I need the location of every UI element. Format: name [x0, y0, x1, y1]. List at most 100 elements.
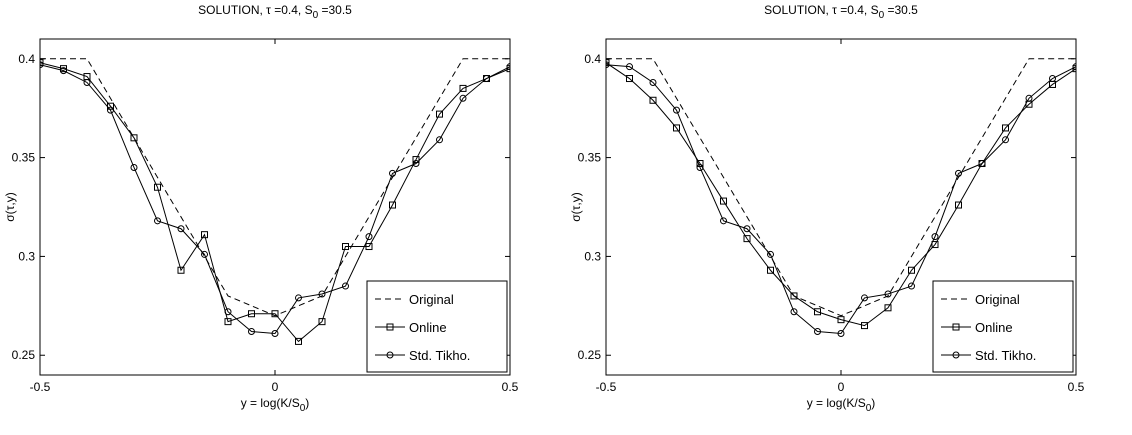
x-axis-label-subscript: 0: [300, 403, 306, 414]
legend-marker-circle: [386, 351, 394, 359]
data-point-square: [459, 84, 467, 92]
data-point-circle: [365, 233, 373, 241]
x-tick-label: -0.5: [30, 380, 51, 394]
data-point-circle: [720, 217, 727, 225]
chart-title-tail: =30.5: [318, 3, 352, 17]
series-online: [40, 59, 510, 345]
data-point-circle: [861, 294, 868, 302]
x-axis-label-tail: ): [305, 396, 309, 410]
x-tick-label: 0.5: [502, 380, 519, 394]
chart-title-subscript: 0: [879, 10, 885, 21]
data-point-circle: [743, 225, 751, 233]
data-point-circle: [224, 308, 232, 316]
data-point-circle: [506, 63, 510, 71]
x-axis-label-subscript: 0: [866, 403, 872, 414]
series-std-tikho: [606, 61, 1076, 337]
y-tick-label: 0.4: [584, 52, 601, 66]
data-point-square: [673, 124, 680, 132]
data-point-square: [295, 337, 302, 345]
x-axis-label: y = log(K/S0): [241, 396, 310, 414]
data-point-square: [201, 231, 208, 239]
y-tick-label: 0.25: [12, 348, 36, 362]
data-point-square: [814, 308, 821, 316]
data-point-square: [318, 318, 326, 326]
data-point-circle: [626, 63, 633, 71]
data-point-square: [1002, 124, 1009, 132]
data-point-circle: [201, 250, 208, 258]
data-point-square: [271, 310, 279, 318]
y-tick-label: 0.35: [12, 151, 36, 165]
data-point-square: [743, 235, 751, 243]
data-point-square: [436, 110, 443, 118]
data-point-square: [606, 59, 610, 67]
data-point-circle: [908, 282, 915, 290]
series-line: [606, 62, 1076, 327]
data-point-circle: [459, 94, 467, 102]
y-tick-label: 0.4: [18, 52, 35, 66]
series-line: [40, 64, 510, 335]
data-point-circle: [154, 217, 161, 225]
data-point-circle: [342, 282, 349, 290]
data-point-circle: [1072, 63, 1076, 71]
x-axis-label: y = log(K/S0): [807, 396, 876, 414]
data-point-circle: [389, 169, 396, 177]
data-point-square: [837, 316, 845, 324]
data-point-circle: [1049, 75, 1056, 83]
data-point-circle: [483, 75, 490, 83]
data-point-circle: [696, 163, 704, 171]
data-point-square: [908, 266, 915, 274]
data-point-square: [40, 59, 44, 67]
legend-label: Online: [975, 320, 1013, 335]
data-point-circle: [978, 160, 986, 168]
x-tick-label: 0: [838, 380, 845, 394]
y-tick-label: 0.25: [578, 348, 602, 362]
data-point-circle: [40, 61, 44, 69]
data-point-square: [154, 183, 161, 191]
legend-label: Original: [975, 292, 1020, 307]
data-point-circle: [884, 290, 892, 298]
chart-title-subscript: 0: [313, 10, 319, 21]
data-point-square: [177, 266, 185, 274]
chart-title-tail: =30.5: [884, 3, 918, 17]
legend-label: Original: [409, 292, 454, 307]
data-point-circle: [107, 106, 114, 114]
series-line: [40, 62, 510, 343]
x-tick-label: 0.5: [1068, 380, 1085, 394]
data-point-square: [626, 75, 633, 83]
data-point-circle: [931, 233, 939, 241]
data-point-square: [931, 241, 939, 249]
data-point-square: [224, 318, 232, 326]
legend-label: Std. Tikho.: [975, 348, 1036, 363]
data-point-square: [790, 292, 798, 300]
data-point-circle: [436, 136, 443, 144]
x-tick-label: -0.5: [596, 380, 617, 394]
data-point-circle: [673, 106, 680, 114]
series-std-tikho: [40, 61, 510, 337]
data-point-circle: [1002, 136, 1009, 144]
chart-right: SOLUTION, τ =0.4, S0 =30.5 -0.5 0 0.5 0.25 0.…: [569, 3, 1085, 414]
data-point-circle: [649, 78, 657, 86]
legend-label: Online: [409, 320, 447, 335]
y-tick-label: 0.3: [18, 249, 35, 263]
x-axis-label-tail: ): [871, 396, 875, 410]
series-original: [40, 58, 510, 317]
data-point-square: [342, 243, 349, 251]
data-point-square: [649, 96, 657, 104]
series-line: [606, 58, 1076, 317]
legend: Original Online Std. Tikho.: [932, 280, 1074, 373]
legend-label: Std. Tikho.: [409, 348, 470, 363]
data-point-circle: [60, 67, 67, 75]
data-point-circle: [837, 329, 845, 337]
series-online: [606, 59, 1076, 330]
data-point-circle: [790, 308, 798, 316]
data-point-square: [720, 197, 727, 205]
data-point-square: [130, 134, 138, 142]
series-line: [606, 64, 1076, 335]
chart-title: SOLUTION, τ =0.4, S0 =30.5: [198, 3, 352, 21]
data-point-square: [861, 322, 868, 330]
y-axis-label: σ(τ,y): [569, 192, 583, 221]
data-point-square: [60, 65, 67, 73]
legend: Original Online Std. Tikho.: [366, 280, 508, 373]
chart-left: SOLUTION, τ =0.4, S0 =30.5 -0.5 0 0.5 0.25 0.…: [3, 3, 519, 414]
data-point-square: [767, 266, 774, 274]
